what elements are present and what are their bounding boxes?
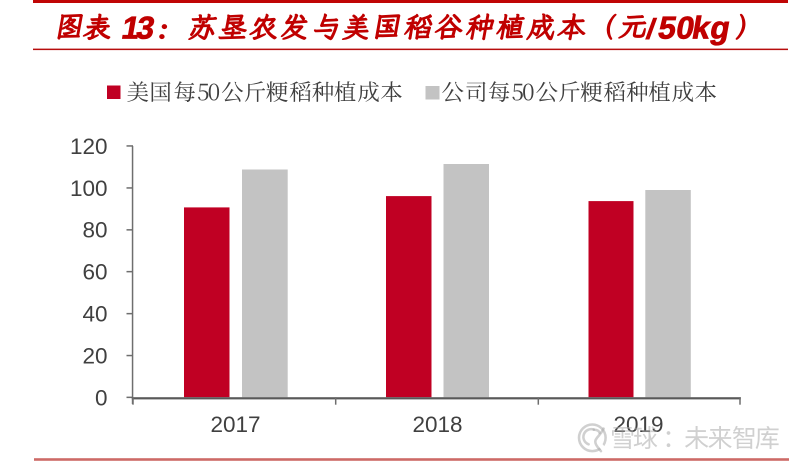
svg-text:120: 120	[70, 134, 108, 159]
svg-text:20: 20	[82, 343, 107, 368]
svg-text:0: 0	[95, 385, 108, 410]
svg-text:2017: 2017	[210, 412, 260, 437]
svg-text:40: 40	[82, 302, 107, 327]
svg-text:2018: 2018	[412, 412, 462, 437]
svg-text:60: 60	[82, 260, 107, 285]
svg-text:80: 80	[82, 218, 107, 243]
svg-text:100: 100	[70, 176, 108, 201]
